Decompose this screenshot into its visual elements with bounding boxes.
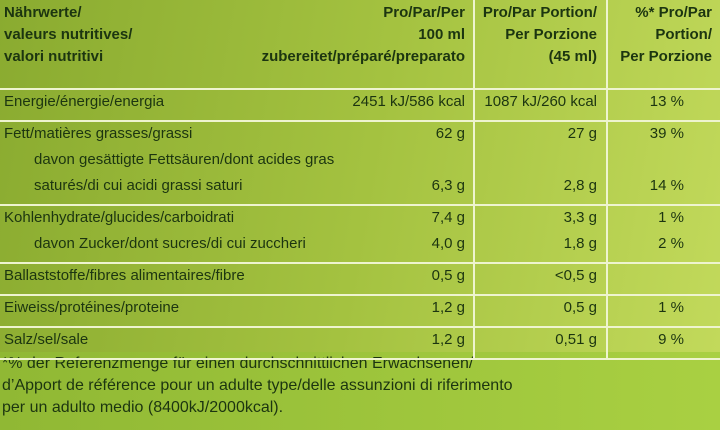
row-value: 1 % xyxy=(658,299,684,316)
row-line xyxy=(0,88,720,90)
row-value: 13 % xyxy=(649,93,684,110)
row-line xyxy=(0,120,720,122)
header-cell: Pro/Par/Per 100 ml zubereitet/préparé/pr… xyxy=(261,4,465,65)
row-value: 0,5 g xyxy=(431,267,465,284)
row-line xyxy=(0,294,720,296)
footnote: *% der Referenzmenge für einen durchschn… xyxy=(2,355,513,416)
row-value: 7,4 g xyxy=(431,209,465,226)
row-label: davon gesättigte Fettsäuren/dont acides … xyxy=(34,151,335,168)
header-cell: Pro/Par Portion/ Per Porzione (45 ml) xyxy=(482,4,597,65)
row-value: 2 % xyxy=(658,235,684,252)
row-value: 0,51 g xyxy=(555,331,597,348)
row-value: 14 % xyxy=(649,177,684,194)
row-value: 6,3 g xyxy=(431,177,465,194)
row-line xyxy=(0,358,720,360)
row-value: 1 % xyxy=(658,209,684,226)
row-value: 39 % xyxy=(649,125,684,142)
row-value: 27 g xyxy=(567,125,597,142)
row-line xyxy=(0,326,720,328)
row-value: 3,3 g xyxy=(563,209,597,226)
row-label: Eiweiss/protéines/proteine xyxy=(4,299,180,316)
row-value: 1,2 g xyxy=(431,299,465,316)
row-value: 2,8 g xyxy=(563,177,597,194)
row-label: davon Zucker/dont sucres/di cui zuccheri xyxy=(34,235,306,252)
column-line xyxy=(606,0,608,358)
row-value: 9 % xyxy=(658,331,684,348)
row-value: 1087 kJ/260 kcal xyxy=(484,93,597,110)
row-value: 1,2 g xyxy=(431,331,465,348)
row-value: 4,0 g xyxy=(431,235,465,252)
row-line xyxy=(0,262,720,264)
row-value: 62 g xyxy=(435,125,465,142)
footnote-background xyxy=(0,352,720,430)
row-label: Fett/matières grasses/grassi xyxy=(4,125,193,142)
row-label: Salz/sel/sale xyxy=(4,331,89,348)
row-label: Ballaststoffe/fibres alimentaires/fibre xyxy=(4,267,245,284)
row-value: 2451 kJ/586 kcal xyxy=(352,93,465,110)
row-value: <0,5 g xyxy=(554,267,597,284)
row-line xyxy=(0,204,720,206)
row-value: 0,5 g xyxy=(563,299,597,316)
header-cell: %* Pro/Par Portion/ Per Porzione xyxy=(620,4,712,65)
header-cell: Nährwerte/ valeurs nutritives/ valori nu… xyxy=(4,4,133,65)
row-label: Energie/énergie/energia xyxy=(4,93,165,110)
row-label: saturés/di cui acidi grassi saturi xyxy=(34,177,243,194)
row-label: Kohlenhydrate/glucides/carboidrati xyxy=(4,209,235,226)
row-value: 1,8 g xyxy=(563,235,597,252)
column-line xyxy=(473,0,475,358)
